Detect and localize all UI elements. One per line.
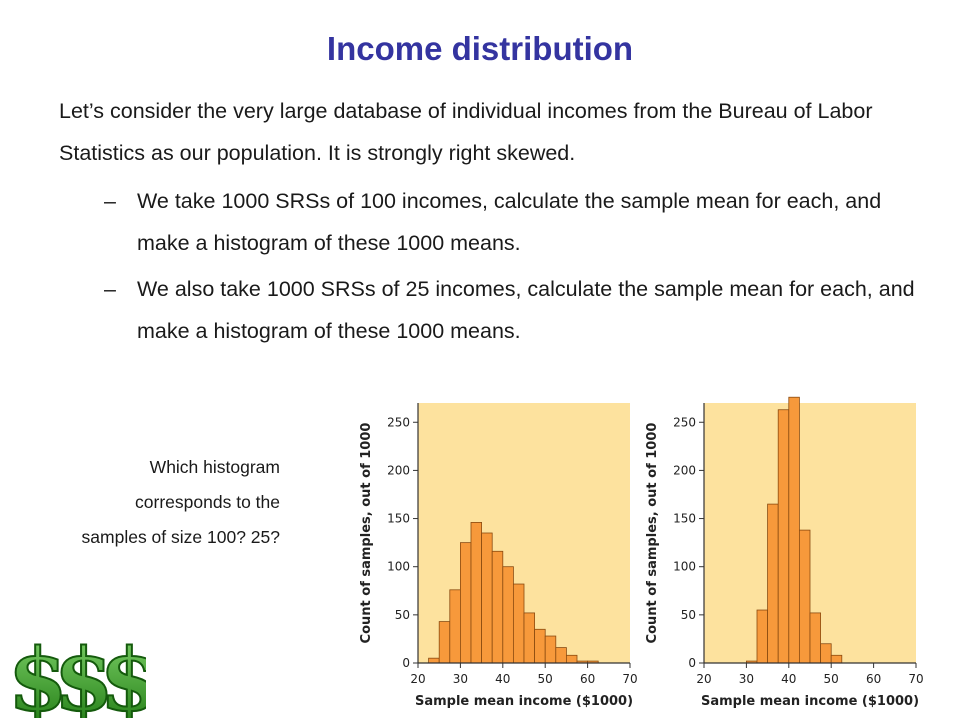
y-tick-label: 100 xyxy=(387,560,410,574)
histogram-bar xyxy=(777,409,790,664)
bullet-item: – We take 1000 SRSs of 100 incomes, calc… xyxy=(59,180,929,264)
histogram-left-svg: 0 50 100 150 200 250 20 30 40 50 60 70 Sample mean i… xyxy=(359,403,638,709)
histogram-bar xyxy=(756,609,768,664)
bullet-dash: – xyxy=(104,277,116,301)
histogram-bar xyxy=(470,522,482,664)
dollar-logo-icon: $$$ xyxy=(6,629,168,723)
histogram-bar xyxy=(428,657,440,664)
histogram-bar xyxy=(788,396,800,664)
bullet-text: We take 1000 SRSs of 100 incomes, calcul… xyxy=(137,189,882,255)
x-tick-label: 30 xyxy=(453,672,468,686)
histogram-bar xyxy=(830,654,843,664)
x-tick-label: 50 xyxy=(538,672,553,686)
histogram-bar xyxy=(502,566,514,664)
x-tick-label: 20 xyxy=(696,672,711,686)
y-axis-label: Count of samples, out of 1000 xyxy=(359,423,374,644)
x-tick-label: 50 xyxy=(824,672,839,686)
x-tick-label: 40 xyxy=(781,672,796,686)
intro-paragraph: Let’s consider the very large database o… xyxy=(59,99,873,165)
x-axis-label: Sample mean income ($1000) xyxy=(415,694,633,709)
x-tick-label: 70 xyxy=(622,672,637,686)
x-tick-label: 30 xyxy=(739,672,754,686)
x-tick-label: 60 xyxy=(866,672,881,686)
histogram-bar xyxy=(491,550,504,664)
x-tick-label: 70 xyxy=(908,672,923,686)
x-axis-label: Sample mean income ($1000) xyxy=(701,694,919,709)
x-tick-label: 40 xyxy=(495,672,510,686)
histogram-bar xyxy=(512,583,525,664)
x-tick-label: 60 xyxy=(580,672,595,686)
histogram-bar xyxy=(565,654,578,664)
y-tick-label: 200 xyxy=(673,463,696,477)
y-tick-label: 250 xyxy=(673,415,696,429)
histogram-bar xyxy=(534,628,546,664)
bullet-text: We also take 1000 SRSs of 25 incomes, ca… xyxy=(137,277,915,343)
y-tick-label: 200 xyxy=(387,463,410,477)
histogram-bar xyxy=(820,643,832,664)
histogram-bar xyxy=(481,532,493,664)
y-tick-label: 50 xyxy=(395,608,410,622)
histogram-bar xyxy=(555,647,567,664)
y-tick-label: 250 xyxy=(387,415,410,429)
svg-text:$$$: $$$ xyxy=(8,638,146,718)
y-tick-label: 50 xyxy=(681,608,696,622)
histogram-bar xyxy=(544,635,557,664)
y-tick-label: 0 xyxy=(688,656,696,670)
histogram-right: 0 50 100 150 200 250 20 30 40 50 60 70 Sample mean i… xyxy=(632,395,928,720)
bullet-dash: – xyxy=(104,189,116,213)
y-tick-label: 100 xyxy=(673,560,696,574)
bullet-item: – We also take 1000 SRSs of 25 incomes, … xyxy=(59,268,929,352)
y-tick-label: 150 xyxy=(387,512,410,526)
x-tick-label: 20 xyxy=(410,672,425,686)
question-text: Which histogram corresponds to the sampl… xyxy=(81,457,280,547)
histogram-right-svg: 0 50 100 150 200 250 20 30 40 50 60 70 Sample mean i… xyxy=(645,396,924,709)
histogram-bar xyxy=(809,612,822,664)
histogram-bar xyxy=(523,612,536,664)
histogram-bar xyxy=(460,542,472,664)
histogram-bar xyxy=(798,529,811,664)
slide-body: Let’s consider the very large database o… xyxy=(59,90,929,352)
slide-title: Income distribution xyxy=(326,30,634,67)
y-tick-label: 150 xyxy=(673,512,696,526)
y-tick-label: 0 xyxy=(402,656,410,670)
histogram-bar xyxy=(449,589,461,664)
y-axis-label: Count of samples, out of 1000 xyxy=(645,423,660,644)
histogram-left: 0 50 100 150 200 250 20 30 40 50 60 70 Sample mean i… xyxy=(346,395,642,720)
histogram-bar xyxy=(767,503,779,664)
histogram-bar xyxy=(438,621,451,664)
